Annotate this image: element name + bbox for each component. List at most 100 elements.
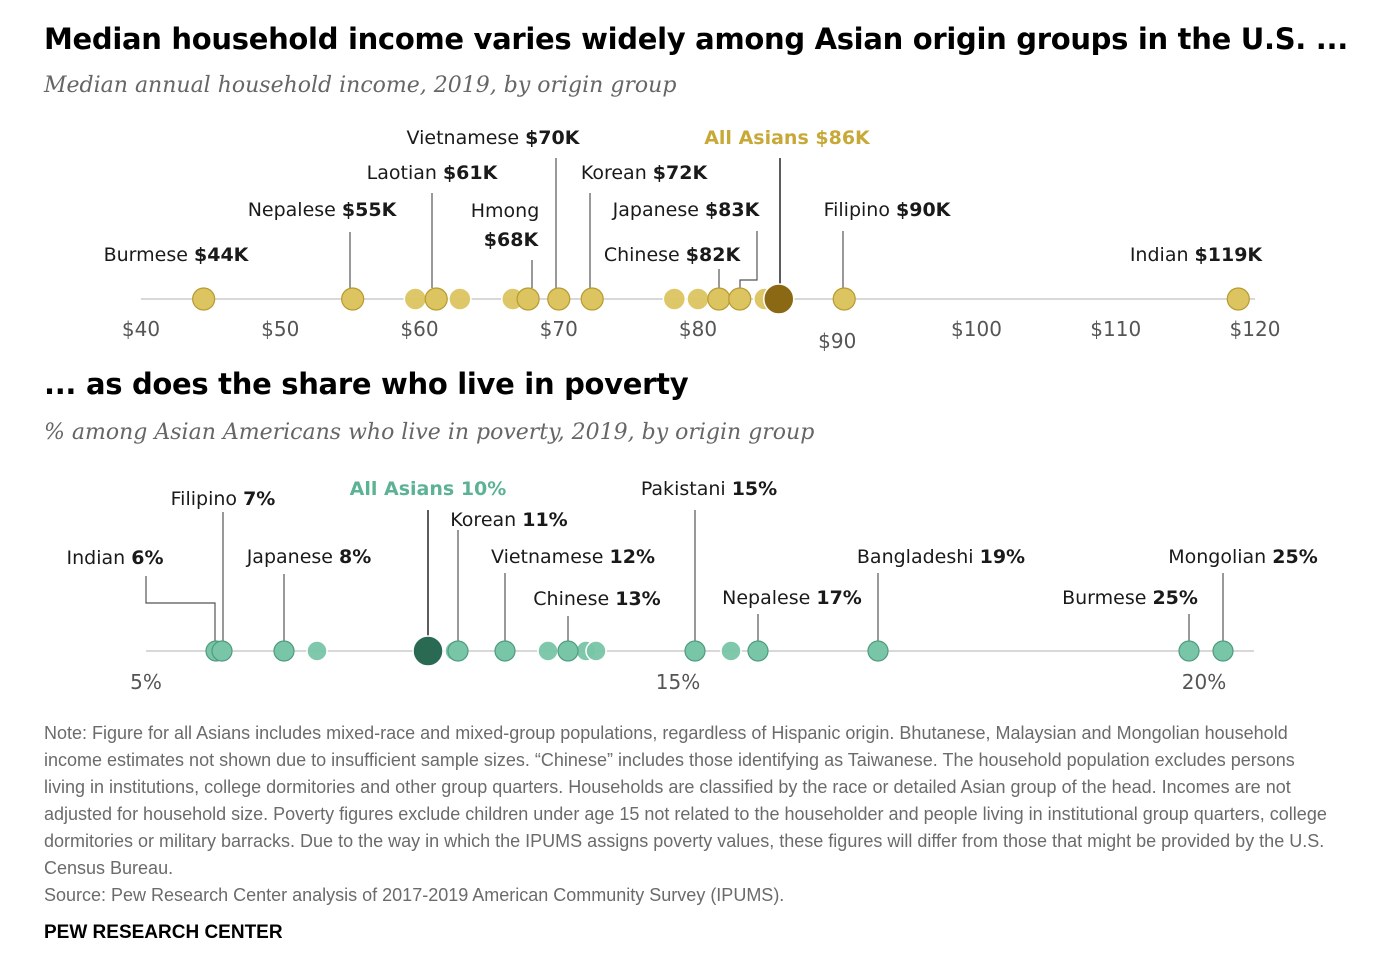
chart-subtitle-income: Median annual household income, 2019, by…: [44, 73, 677, 98]
label-value: 6%: [131, 547, 163, 569]
label-name: Nepalese: [248, 199, 342, 221]
tick-label-110: $110: [1090, 317, 1141, 341]
label-name: Pakistani: [641, 478, 732, 500]
data-point-bangladeshi: [867, 640, 889, 662]
label-bangladeshi: Bangladeshi 19%: [857, 546, 1025, 568]
data-point: [662, 287, 687, 311]
data-point-nepalese: [341, 287, 365, 311]
label-value: $61K: [443, 162, 499, 184]
brand-label: PEW RESEARCH CENTER: [44, 922, 283, 943]
label-value: 8%: [339, 546, 371, 568]
label-name: Indian: [1130, 244, 1195, 266]
label-value: $72K: [653, 162, 709, 184]
label-value: $119K: [1195, 244, 1264, 266]
label-japanese: Japanese 8%: [246, 546, 372, 568]
label-name: Filipino: [824, 199, 896, 221]
data-point: [686, 287, 710, 311]
label-value: 12%: [610, 546, 655, 568]
label-chinese: Chinese $82K: [604, 244, 742, 266]
tick-label-80: $80: [679, 317, 717, 341]
label-name: Vietnamese: [491, 546, 610, 568]
note-text: Note: Figure for all Asians includes mix…: [44, 723, 1327, 878]
label-value: $90K: [896, 199, 952, 221]
label-name: Japanese: [246, 546, 339, 568]
label-chinese: Chinese 13%: [533, 588, 660, 610]
tick-label-15: 15%: [656, 670, 700, 694]
source-text: Source: Pew Research Center analysis of …: [44, 885, 785, 905]
chart-note: Note: Figure for all Asians includes mix…: [44, 720, 1334, 909]
data-point: [720, 640, 742, 662]
label-hmong-name: Hmong: [471, 200, 540, 222]
label-japanese: Japanese $83K: [612, 199, 761, 221]
label-indian: Indian 6%: [67, 547, 164, 569]
data-point-pakistani: [684, 640, 706, 662]
label-value: $82K: [686, 244, 742, 266]
label-mongolian: Mongolian 25%: [1168, 546, 1318, 568]
label-hmong-value: $68K: [484, 229, 540, 251]
label-vietnamese: Vietnamese $70K: [407, 127, 581, 149]
label-burmese: Burmese 25%: [1062, 587, 1198, 609]
data-point-filipino: [832, 287, 856, 311]
data-point-japanese: [728, 287, 752, 311]
label-value: $55K: [342, 199, 398, 221]
label-name: Japanese: [612, 199, 705, 221]
label-korean: Korean $72K: [581, 162, 709, 184]
data-point-nepalese: [747, 640, 769, 662]
data-point-korean: [580, 287, 604, 311]
data-point-chinese: [557, 640, 579, 662]
label-name: Chinese: [533, 588, 615, 610]
label-filipino: Filipino $90K: [824, 199, 952, 221]
chart-title-income: Median household income varies widely am…: [44, 22, 1348, 56]
label-name: Burmese: [104, 244, 194, 266]
data-point-burmese: [1178, 640, 1200, 662]
data-point: [537, 640, 559, 662]
label-korean: Korean 11%: [450, 509, 567, 531]
data-point: [585, 640, 607, 662]
label-name: Vietnamese: [407, 127, 526, 149]
tick-label-100: $100: [951, 317, 1002, 341]
label-name: All Asians: [704, 127, 815, 149]
data-point-hmong: [516, 287, 540, 311]
label-nepalese: Nepalese $55K: [248, 199, 398, 221]
label-value: 17%: [816, 587, 861, 609]
label-burmese: Burmese $44K: [104, 244, 250, 266]
data-point-indian: [1226, 287, 1250, 311]
label-name: Indian: [67, 547, 132, 569]
label-name: Korean: [450, 509, 522, 531]
data-point-vietnamese: [494, 640, 516, 662]
label-value: $83K: [705, 199, 761, 221]
label-name: Nepalese: [722, 587, 816, 609]
data-point-japanese: [273, 640, 295, 662]
label-pakistani: Pakistani 15%: [641, 478, 777, 500]
label-all-asians: All Asians 10%: [350, 478, 507, 500]
poverty-dot-chart: 5% 15% 20% Indian 6% Filipino 7% Japanese 8% A…: [67, 478, 1318, 694]
data-point-burmese: [192, 287, 216, 311]
label-value: 10%: [461, 478, 506, 500]
label-name: All Asians: [350, 478, 461, 500]
income-dot-chart: $40 $50 $60 $70 $80 $90 $100 $110 $120 Burmese $4…: [104, 127, 1281, 353]
tick-label-5: 5%: [130, 670, 162, 694]
label-value: 19%: [980, 546, 1025, 568]
label-laotian: Laotian $61K: [367, 162, 499, 184]
label-all-asians: All Asians $86K: [704, 127, 871, 149]
data-point: [403, 287, 428, 311]
label-nepalese: Nepalese 17%: [722, 587, 862, 609]
data-point-all-asians: [763, 283, 795, 315]
label-value: 15%: [732, 478, 777, 500]
label-vietnamese: Vietnamese 12%: [491, 546, 655, 568]
label-value: 25%: [1272, 546, 1317, 568]
tick-label-50: $50: [261, 317, 299, 341]
label-name: Mongolian: [1168, 546, 1272, 568]
chart-title-poverty: ... as does the share who live in povert…: [44, 367, 689, 401]
label-filipino: Filipino 7%: [171, 488, 276, 510]
leader-line-indian: [145, 576, 216, 641]
label-name: Burmese: [1062, 587, 1152, 609]
data-point-all-asians: [412, 635, 444, 667]
data-point-chinese: [707, 287, 731, 311]
label-value: $70K: [525, 127, 581, 149]
data-point: [306, 640, 328, 662]
label-value: 7%: [243, 488, 275, 510]
label-value: $44K: [194, 244, 250, 266]
tick-label-20: 20%: [1182, 670, 1226, 694]
data-point-filipino: [211, 640, 233, 662]
